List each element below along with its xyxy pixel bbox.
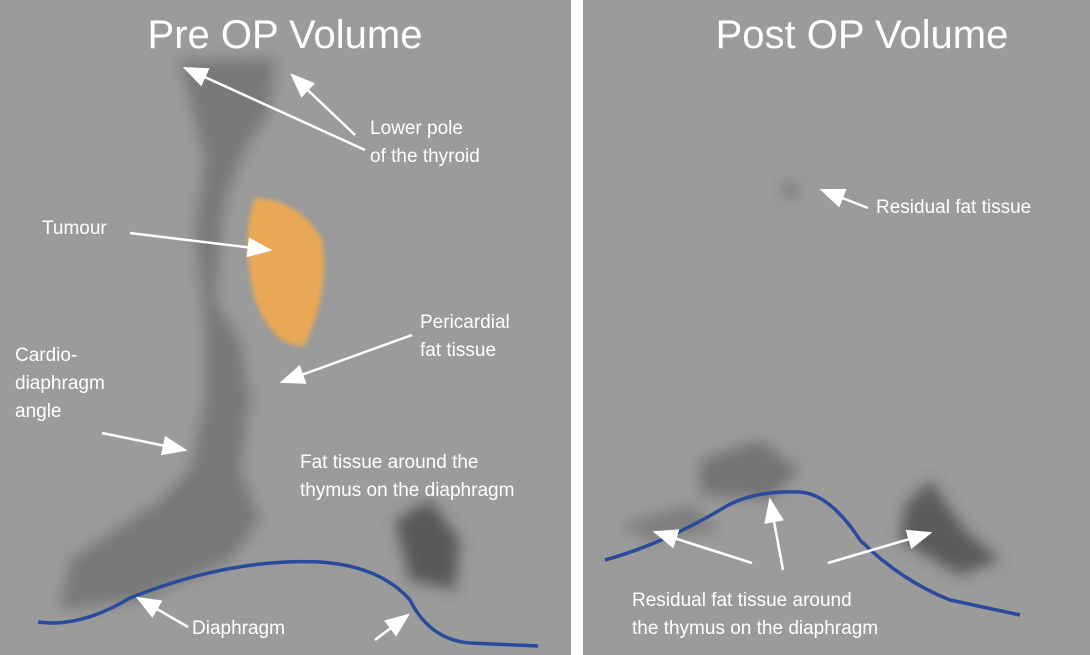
label: Diaphragm: [192, 618, 285, 639]
label: Pericardial: [420, 312, 510, 333]
figure: Pre OP Volume Lower pole of the thyroid …: [0, 0, 1090, 655]
label: Lower pole: [370, 118, 463, 139]
label: Fat tissue around the: [300, 452, 479, 473]
label: Cardio-: [15, 345, 77, 366]
label: angle: [15, 401, 62, 422]
panel-post: [583, 0, 1090, 655]
panel-title: Post OP Volume: [716, 13, 1009, 57]
label: of the thyroid: [370, 146, 480, 167]
label: diaphragm: [15, 373, 105, 394]
label: Tumour: [42, 218, 107, 239]
panel-title: Pre OP Volume: [148, 13, 423, 57]
label: Residual fat tissue around: [632, 590, 852, 611]
label: fat tissue: [420, 340, 496, 361]
label: the thymus on the diaphragm: [632, 618, 878, 639]
label: thymus on the diaphragm: [300, 480, 514, 501]
label: Residual fat tissue: [876, 197, 1031, 218]
